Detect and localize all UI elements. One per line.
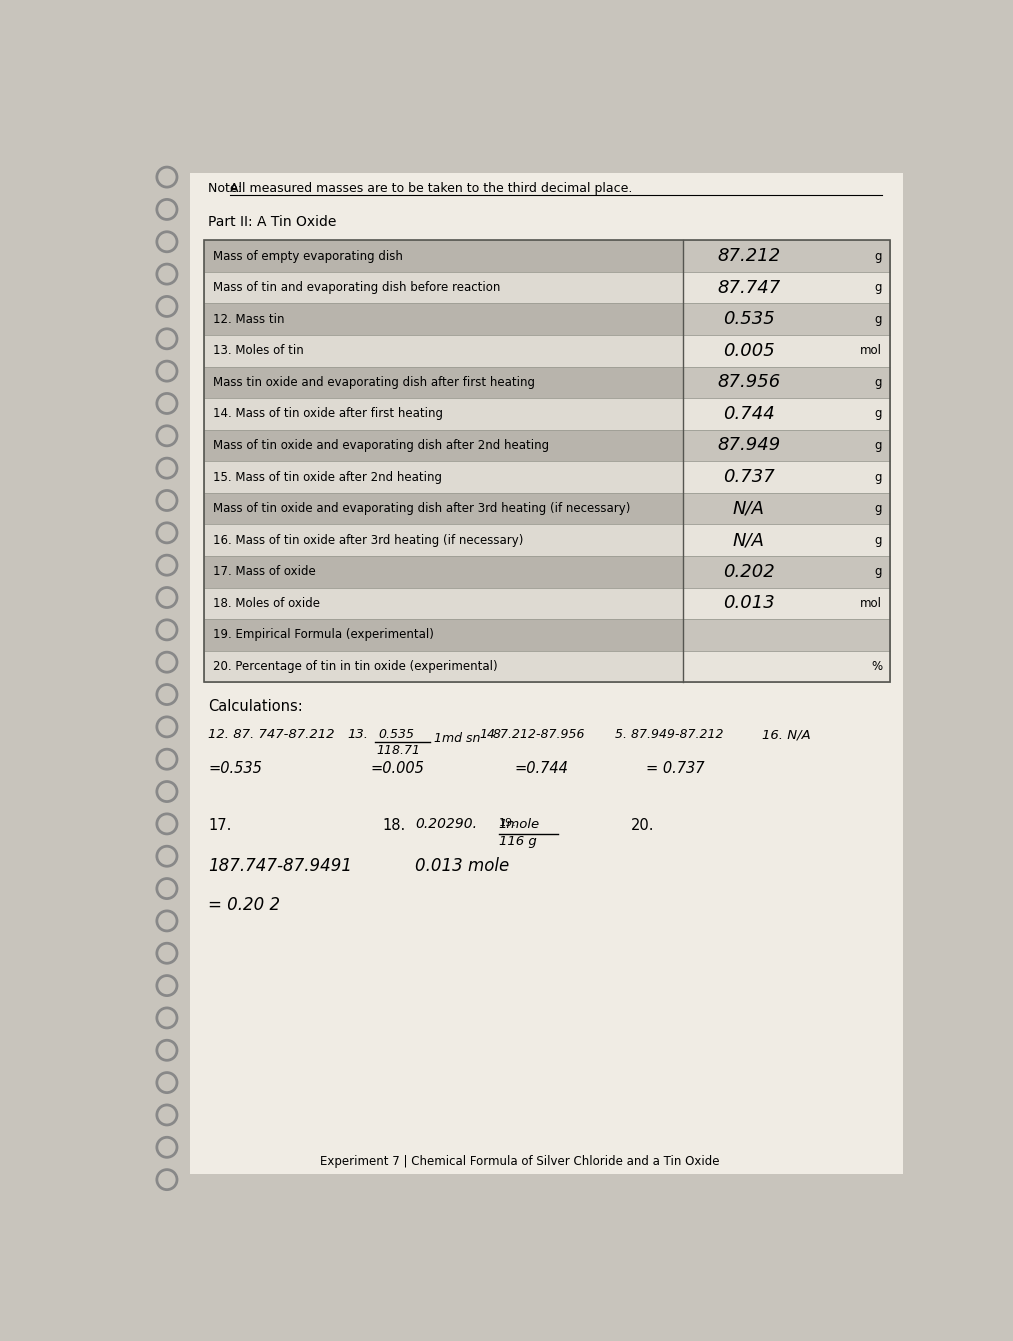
FancyBboxPatch shape: [205, 429, 683, 461]
Text: =0.744: =0.744: [515, 760, 568, 775]
Text: g: g: [875, 439, 882, 452]
Text: =0.005: =0.005: [371, 760, 424, 775]
Text: 12. 87. 747-87.212: 12. 87. 747-87.212: [208, 728, 334, 742]
Text: g: g: [875, 502, 882, 515]
Text: N/A: N/A: [733, 531, 765, 550]
Text: 17. Mass of oxide: 17. Mass of oxide: [214, 565, 316, 578]
Text: %: %: [871, 660, 882, 673]
FancyBboxPatch shape: [683, 620, 890, 650]
Text: g: g: [875, 375, 882, 389]
Text: =0.535: =0.535: [208, 760, 262, 775]
FancyBboxPatch shape: [683, 398, 890, 429]
FancyBboxPatch shape: [683, 461, 890, 492]
FancyBboxPatch shape: [683, 492, 890, 524]
Text: mol: mol: [860, 345, 882, 357]
Text: Mass tin oxide and evaporating dish after first heating: Mass tin oxide and evaporating dish afte…: [214, 375, 536, 389]
Text: N/A: N/A: [733, 500, 765, 518]
FancyBboxPatch shape: [190, 173, 904, 1175]
Text: 16. Mass of tin oxide after 3rd heating (if necessary): 16. Mass of tin oxide after 3rd heating …: [214, 534, 524, 547]
FancyBboxPatch shape: [683, 240, 890, 272]
Text: 1md sn: 1md sn: [434, 732, 480, 746]
Text: 19.: 19.: [498, 818, 517, 829]
Text: 87.212-87.956: 87.212-87.956: [492, 728, 585, 742]
Text: g: g: [875, 471, 882, 484]
Text: 87.956: 87.956: [717, 373, 781, 392]
FancyBboxPatch shape: [683, 303, 890, 335]
Text: Mass of tin oxide and evaporating dish after 2nd heating: Mass of tin oxide and evaporating dish a…: [214, 439, 549, 452]
Text: 0.20290.: 0.20290.: [415, 817, 477, 831]
FancyBboxPatch shape: [683, 429, 890, 461]
FancyBboxPatch shape: [683, 650, 890, 683]
FancyBboxPatch shape: [205, 587, 683, 620]
Text: 5. 87.949-87.212: 5. 87.949-87.212: [615, 728, 723, 742]
Text: 17.: 17.: [208, 818, 231, 834]
FancyBboxPatch shape: [683, 557, 890, 587]
Text: Experiment 7 | Chemical Formula of Silver Chloride and a Tin Oxide: Experiment 7 | Chemical Formula of Silve…: [320, 1155, 719, 1168]
FancyBboxPatch shape: [205, 398, 683, 429]
Text: g: g: [875, 534, 882, 547]
Text: 20.: 20.: [630, 818, 653, 834]
Text: Mass of tin and evaporating dish before reaction: Mass of tin and evaporating dish before …: [214, 282, 500, 294]
Text: 16. N/A: 16. N/A: [762, 728, 810, 742]
Text: g: g: [875, 408, 882, 420]
Text: 0.535: 0.535: [379, 728, 414, 740]
Text: 15. Mass of tin oxide after 2nd heating: 15. Mass of tin oxide after 2nd heating: [214, 471, 443, 484]
Text: 87.212: 87.212: [717, 247, 781, 266]
Text: 14. Mass of tin oxide after first heating: 14. Mass of tin oxide after first heatin…: [214, 408, 444, 420]
Text: 18. Moles of oxide: 18. Moles of oxide: [214, 597, 320, 610]
FancyBboxPatch shape: [205, 557, 683, 587]
Text: g: g: [875, 282, 882, 294]
FancyBboxPatch shape: [205, 461, 683, 492]
Text: g: g: [875, 249, 882, 263]
Text: = 0.20 2: = 0.20 2: [208, 896, 281, 913]
Text: 0.737: 0.737: [723, 468, 775, 485]
Text: All measured masses are to be taken to the third decimal place.: All measured masses are to be taken to t…: [230, 182, 632, 196]
FancyBboxPatch shape: [205, 272, 683, 303]
Text: 187.747-87.9491: 187.747-87.9491: [208, 857, 352, 874]
FancyBboxPatch shape: [683, 587, 890, 620]
Text: 0.535: 0.535: [723, 310, 775, 329]
Text: 20. Percentage of tin in tin oxide (experimental): 20. Percentage of tin in tin oxide (expe…: [214, 660, 498, 673]
Text: 13. Moles of tin: 13. Moles of tin: [214, 345, 304, 357]
Text: 19. Empirical Formula (experimental): 19. Empirical Formula (experimental): [214, 629, 435, 641]
FancyBboxPatch shape: [683, 272, 890, 303]
Text: 87.747: 87.747: [717, 279, 781, 296]
Text: 118.71: 118.71: [376, 744, 420, 756]
FancyBboxPatch shape: [205, 335, 683, 366]
FancyBboxPatch shape: [683, 366, 890, 398]
Text: 13.: 13.: [347, 728, 369, 742]
FancyBboxPatch shape: [205, 240, 683, 272]
Text: 18.: 18.: [382, 818, 405, 834]
FancyBboxPatch shape: [205, 492, 683, 524]
FancyBboxPatch shape: [205, 620, 683, 650]
FancyBboxPatch shape: [683, 524, 890, 557]
FancyBboxPatch shape: [683, 335, 890, 366]
Text: Mass of tin oxide and evaporating dish after 3rd heating (if necessary): Mass of tin oxide and evaporating dish a…: [214, 502, 631, 515]
Text: Part II: A Tin Oxide: Part II: A Tin Oxide: [208, 215, 336, 229]
Text: mol: mol: [860, 597, 882, 610]
Text: 0.013: 0.013: [723, 594, 775, 613]
FancyBboxPatch shape: [205, 650, 683, 683]
Text: = 0.737: = 0.737: [646, 760, 704, 775]
Text: 14.: 14.: [479, 728, 499, 742]
Text: 0.202: 0.202: [723, 563, 775, 581]
Text: Calculations:: Calculations:: [208, 699, 303, 715]
Text: g: g: [875, 312, 882, 326]
Text: 0.005: 0.005: [723, 342, 775, 359]
FancyBboxPatch shape: [205, 366, 683, 398]
Text: g: g: [875, 565, 882, 578]
Text: 116 g: 116 g: [498, 835, 536, 849]
Text: Mass of empty evaporating dish: Mass of empty evaporating dish: [214, 249, 403, 263]
Text: 0.013 mole: 0.013 mole: [415, 857, 510, 874]
Text: 87.949: 87.949: [717, 436, 781, 455]
Text: 0.744: 0.744: [723, 405, 775, 422]
Text: 1mole: 1mole: [498, 818, 540, 831]
FancyBboxPatch shape: [205, 524, 683, 557]
FancyBboxPatch shape: [205, 303, 683, 335]
Text: Note:: Note:: [208, 182, 246, 196]
Text: 12. Mass tin: 12. Mass tin: [214, 312, 285, 326]
